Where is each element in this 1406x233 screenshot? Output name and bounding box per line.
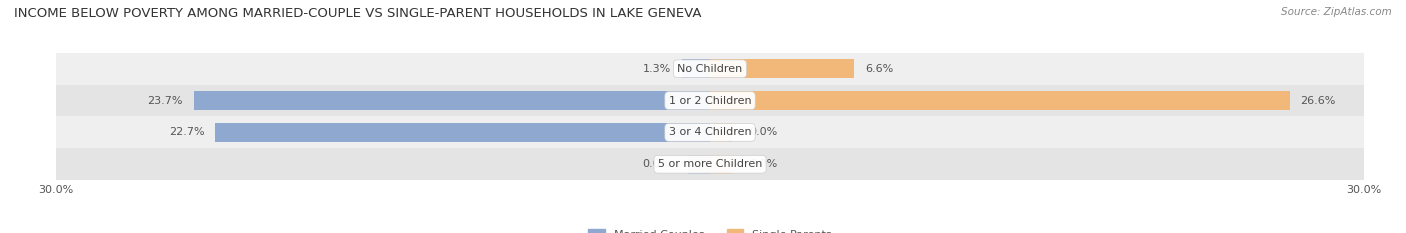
Bar xyxy=(710,123,731,142)
Text: 0.0%: 0.0% xyxy=(749,127,778,137)
Bar xyxy=(710,155,731,174)
Bar xyxy=(710,91,1289,110)
Text: 3 or 4 Children: 3 or 4 Children xyxy=(669,127,751,137)
Bar xyxy=(682,59,710,78)
Bar xyxy=(689,155,710,174)
Text: 22.7%: 22.7% xyxy=(169,127,204,137)
Bar xyxy=(56,53,1364,85)
Legend: Married Couples, Single Parents: Married Couples, Single Parents xyxy=(583,224,837,233)
Bar xyxy=(710,59,853,78)
Bar xyxy=(194,91,710,110)
Text: 0.0%: 0.0% xyxy=(749,159,778,169)
Text: 1.3%: 1.3% xyxy=(643,64,671,74)
Text: 1 or 2 Children: 1 or 2 Children xyxy=(669,96,751,106)
Text: 26.6%: 26.6% xyxy=(1301,96,1336,106)
Text: Source: ZipAtlas.com: Source: ZipAtlas.com xyxy=(1281,7,1392,17)
Text: No Children: No Children xyxy=(678,64,742,74)
Bar xyxy=(215,123,710,142)
Bar xyxy=(56,148,1364,180)
Bar xyxy=(56,85,1364,116)
Text: 23.7%: 23.7% xyxy=(148,96,183,106)
Text: INCOME BELOW POVERTY AMONG MARRIED-COUPLE VS SINGLE-PARENT HOUSEHOLDS IN LAKE GE: INCOME BELOW POVERTY AMONG MARRIED-COUPL… xyxy=(14,7,702,20)
Text: 6.6%: 6.6% xyxy=(865,64,893,74)
Bar xyxy=(56,116,1364,148)
Text: 5 or more Children: 5 or more Children xyxy=(658,159,762,169)
Text: 0.0%: 0.0% xyxy=(643,159,671,169)
